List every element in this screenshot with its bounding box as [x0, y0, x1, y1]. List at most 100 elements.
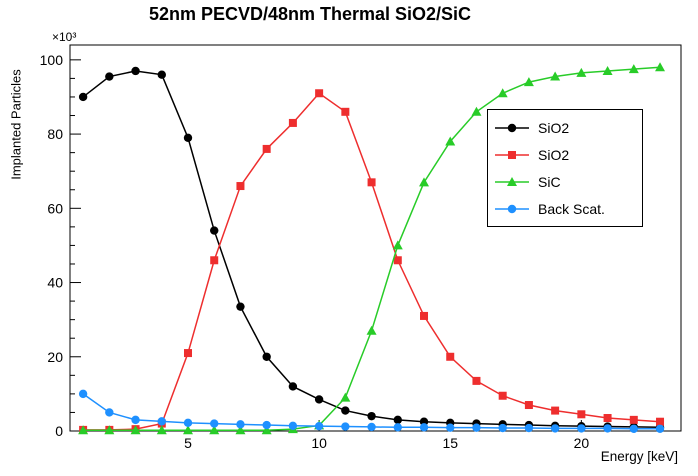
data-point-marker — [577, 424, 586, 433]
data-point-marker — [183, 133, 193, 142]
data-point-marker — [262, 420, 271, 430]
data-point-marker — [341, 422, 350, 431]
y-tick-label: 20 — [47, 349, 63, 365]
data-point-marker — [105, 408, 114, 417]
data-point-marker — [507, 204, 517, 213]
data-point-marker — [551, 406, 560, 415]
data-point-marker — [130, 425, 141, 435]
data-point-marker — [288, 382, 298, 391]
data-point-marker — [497, 88, 508, 98]
data-point-marker — [603, 424, 612, 433]
data-point-marker — [210, 256, 219, 265]
legend-item-2: SiC — [488, 168, 642, 195]
data-point-marker — [524, 401, 533, 410]
data-point-marker — [577, 410, 586, 419]
data-point-marker — [209, 425, 220, 435]
legend-label: SiC — [538, 173, 561, 190]
data-point-marker — [131, 66, 140, 76]
data-point-marker — [210, 226, 219, 235]
data-point-marker — [445, 136, 456, 146]
data-point-marker — [498, 423, 507, 433]
y-axis-label: Implanted Particles — [8, 69, 24, 180]
data-point-marker — [656, 417, 665, 426]
data-point-marker — [156, 425, 167, 435]
data-point-marker — [419, 177, 430, 187]
data-point-marker — [315, 89, 324, 98]
data-point-marker — [367, 178, 376, 187]
legend-label: SiO2 — [538, 119, 570, 136]
data-point-marker — [366, 325, 377, 335]
data-point-marker — [629, 424, 638, 433]
data-point-marker — [472, 423, 481, 432]
x-tick-label: 10 — [311, 435, 327, 451]
data-point-marker — [655, 62, 666, 72]
x-tick-label: 20 — [574, 435, 590, 451]
data-point-marker — [78, 389, 88, 399]
data-point-marker — [446, 423, 455, 432]
data-point-marker — [393, 423, 402, 432]
y-tick-label: 0 — [55, 423, 63, 439]
data-point-marker — [78, 425, 89, 435]
plot-frame — [69, 44, 682, 432]
data-point-marker — [507, 123, 517, 132]
data-point-marker — [524, 423, 534, 433]
data-point-marker — [236, 420, 245, 429]
data-point-marker — [472, 376, 481, 385]
data-point-marker — [550, 71, 561, 81]
legend-marker-circle-icon — [495, 204, 529, 213]
x-tick-label: 15 — [442, 435, 458, 451]
y-tick-label: 40 — [47, 275, 63, 291]
legend-marker-triangle-icon — [495, 176, 529, 186]
data-point-marker — [157, 70, 166, 79]
data-point-marker — [393, 256, 402, 265]
data-point-marker — [262, 352, 271, 361]
data-point-marker — [508, 150, 516, 159]
data-point-marker — [105, 72, 114, 81]
legend-item-1: SiO2 — [488, 141, 642, 168]
y-tick-label: 60 — [47, 200, 63, 216]
data-point-marker — [288, 118, 297, 127]
data-point-marker — [471, 106, 482, 116]
y-axis-multiplier: ×10³ — [52, 30, 77, 44]
data-point-marker — [602, 65, 613, 75]
data-point-marker — [420, 311, 429, 320]
data-point-marker — [629, 415, 638, 424]
data-point-marker — [183, 418, 193, 428]
data-point-marker — [655, 424, 665, 433]
legend-marker-square-icon — [495, 150, 529, 159]
data-point-marker — [341, 406, 350, 415]
x-axis-label: Energy [keV] — [600, 449, 678, 464]
data-point-marker — [314, 421, 324, 431]
data-point-marker — [419, 423, 429, 432]
legend: SiO2 SiO2 SiC Back Scat. — [487, 109, 643, 227]
legend-marker-circle-icon — [495, 123, 529, 132]
legend-label: Back Scat. — [538, 200, 605, 217]
data-point-marker — [236, 182, 245, 191]
data-point-marker — [184, 349, 193, 358]
data-point-marker — [314, 395, 324, 404]
data-point-marker — [131, 415, 140, 425]
data-point-marker — [603, 414, 612, 423]
data-point-marker — [183, 425, 194, 435]
data-point-marker — [576, 67, 587, 77]
data-point-marker — [392, 240, 403, 250]
chart-title: 52nm PECVD/48nm Thermal SiO2/SiC — [148, 4, 472, 24]
data-point-marker — [262, 144, 271, 153]
legend-item-0: SiO2 — [488, 114, 642, 141]
data-point-marker — [236, 302, 245, 311]
legend-label: SiO2 — [538, 146, 570, 163]
x-tick-label: 5 — [184, 435, 192, 451]
data-point-marker — [235, 425, 246, 435]
data-point-marker — [78, 92, 88, 102]
data-point-marker — [367, 422, 376, 432]
data-point-marker — [340, 392, 351, 402]
data-point-marker — [446, 352, 455, 361]
data-point-marker — [628, 64, 639, 74]
data-point-marker — [393, 415, 402, 425]
data-point-marker — [498, 391, 507, 400]
data-point-marker — [523, 77, 534, 87]
y-tick-label: 80 — [47, 126, 63, 142]
y-tick-label: 100 — [40, 52, 64, 68]
